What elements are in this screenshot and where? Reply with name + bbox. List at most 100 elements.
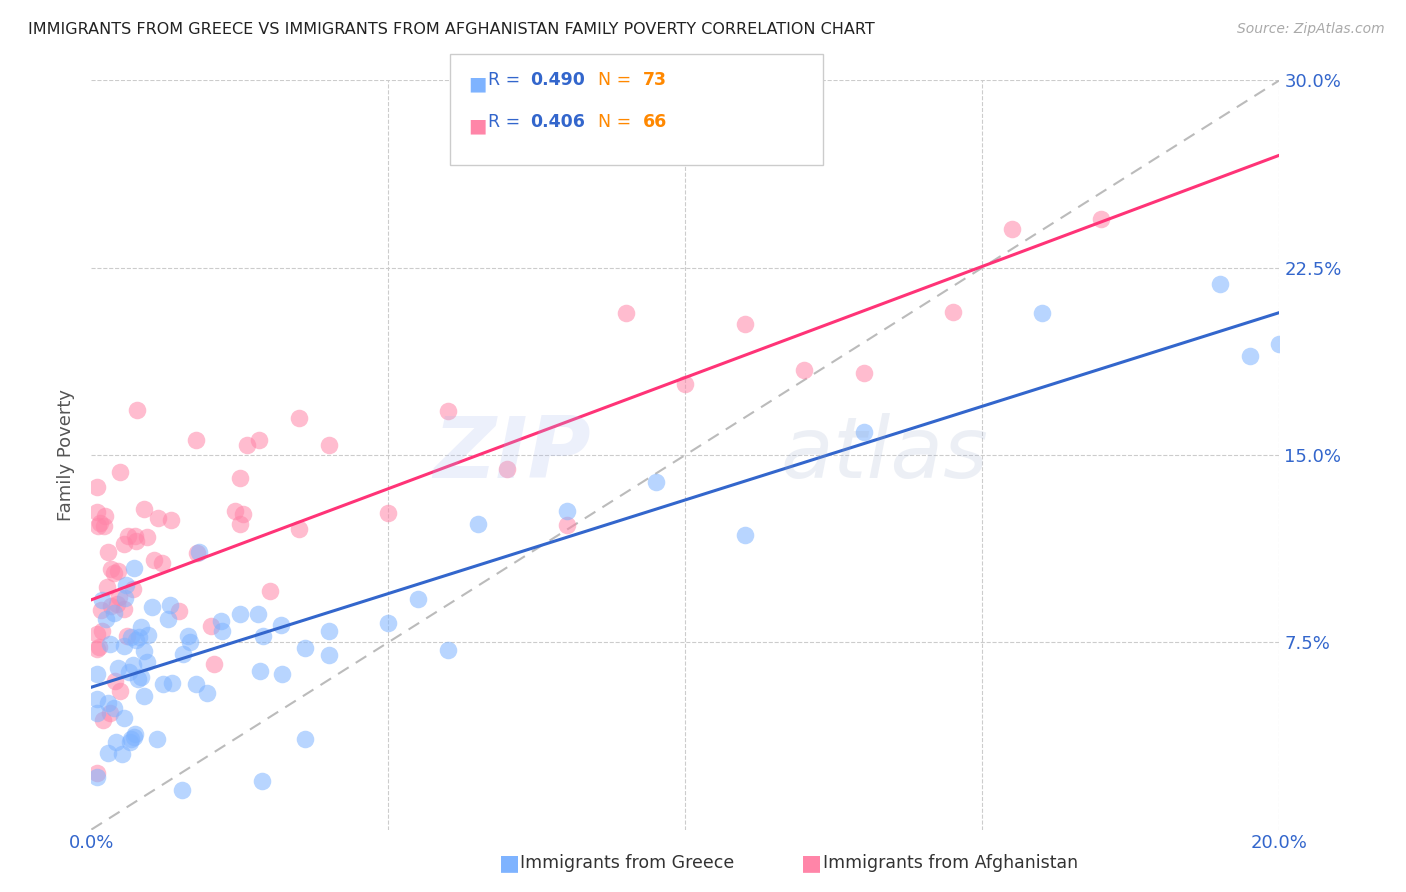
Point <box>104 734 127 748</box>
Point <box>108 684 131 698</box>
Point <box>252 629 274 643</box>
Point <box>86 627 108 641</box>
Point <box>97 696 120 710</box>
Text: ■: ■ <box>468 116 486 135</box>
Point <box>249 664 271 678</box>
Point <box>128 631 150 645</box>
Text: ■: ■ <box>468 74 486 93</box>
Point <box>1268 336 1291 351</box>
Text: N =: N = <box>598 71 637 89</box>
Text: ZIP: ZIP <box>433 413 591 497</box>
Point <box>555 517 578 532</box>
Point <box>235 438 257 452</box>
Point <box>288 411 311 425</box>
Point <box>87 519 110 533</box>
Point <box>318 438 340 452</box>
Point <box>118 665 141 679</box>
Point <box>1001 221 1024 235</box>
Point <box>134 644 156 658</box>
Point <box>90 624 112 638</box>
Point <box>121 658 143 673</box>
Y-axis label: Family Poverty: Family Poverty <box>58 389 76 521</box>
Point <box>86 706 108 721</box>
Point <box>156 612 179 626</box>
Point <box>142 553 165 567</box>
Point <box>224 504 246 518</box>
Point <box>91 713 114 727</box>
Point <box>124 730 146 744</box>
Text: Source: ZipAtlas.com: Source: ZipAtlas.com <box>1237 22 1385 37</box>
Text: 66: 66 <box>643 113 666 131</box>
Point <box>377 615 399 630</box>
Point <box>86 770 108 784</box>
Point <box>734 528 756 542</box>
Point <box>114 577 136 591</box>
Point <box>120 732 142 747</box>
Point <box>146 511 169 525</box>
Point <box>124 534 146 549</box>
Point <box>111 747 134 761</box>
Point <box>734 317 756 331</box>
Point <box>134 689 156 703</box>
Point <box>96 581 118 595</box>
Point <box>793 363 815 377</box>
Text: Immigrants from Greece: Immigrants from Greece <box>520 855 734 872</box>
Point <box>90 602 112 616</box>
Point <box>118 735 141 749</box>
Point <box>108 465 131 479</box>
Text: R =: R = <box>488 71 526 89</box>
Text: R =: R = <box>488 113 526 131</box>
Point <box>271 667 294 681</box>
Point <box>86 505 108 519</box>
Text: 73: 73 <box>643 71 666 89</box>
Point <box>200 619 222 633</box>
Point <box>184 434 207 448</box>
Point <box>1031 306 1053 320</box>
Text: IMMIGRANTS FROM GREECE VS IMMIGRANTS FROM AFGHANISTAN FAMILY POVERTY CORRELATION: IMMIGRANTS FROM GREECE VS IMMIGRANTS FRO… <box>28 22 875 37</box>
Point <box>94 612 117 626</box>
Point <box>117 528 139 542</box>
Point <box>98 637 121 651</box>
Point <box>247 434 270 448</box>
Point <box>104 674 127 689</box>
Point <box>159 598 181 612</box>
Point <box>90 592 112 607</box>
Point <box>229 516 252 531</box>
Text: 0.490: 0.490 <box>530 71 585 89</box>
Point <box>124 727 146 741</box>
Point <box>125 402 148 417</box>
Text: atlas: atlas <box>780 413 988 497</box>
Point <box>87 640 110 654</box>
Point <box>112 710 135 724</box>
Point <box>150 556 173 570</box>
Point <box>197 685 219 699</box>
Point <box>177 629 200 643</box>
Point <box>555 504 578 518</box>
Point <box>467 516 489 531</box>
Point <box>167 604 190 618</box>
Point <box>294 641 316 656</box>
Point <box>114 591 136 605</box>
Point <box>159 513 181 527</box>
Point <box>105 597 128 611</box>
Point <box>172 648 194 662</box>
Point <box>97 746 120 760</box>
Point <box>186 546 208 560</box>
Point <box>1209 277 1232 291</box>
Point <box>211 624 233 638</box>
Point <box>232 508 254 522</box>
Point <box>135 655 157 669</box>
Point <box>129 620 152 634</box>
Point <box>162 676 184 690</box>
Point <box>614 306 637 320</box>
Point <box>115 630 138 644</box>
Point <box>103 606 125 620</box>
Text: Immigrants from Afghanistan: Immigrants from Afghanistan <box>823 855 1077 872</box>
Point <box>86 766 108 780</box>
Point <box>100 562 122 576</box>
Point <box>129 670 152 684</box>
Point <box>188 545 211 559</box>
Point <box>136 628 159 642</box>
Point <box>112 639 135 653</box>
Point <box>141 599 163 614</box>
